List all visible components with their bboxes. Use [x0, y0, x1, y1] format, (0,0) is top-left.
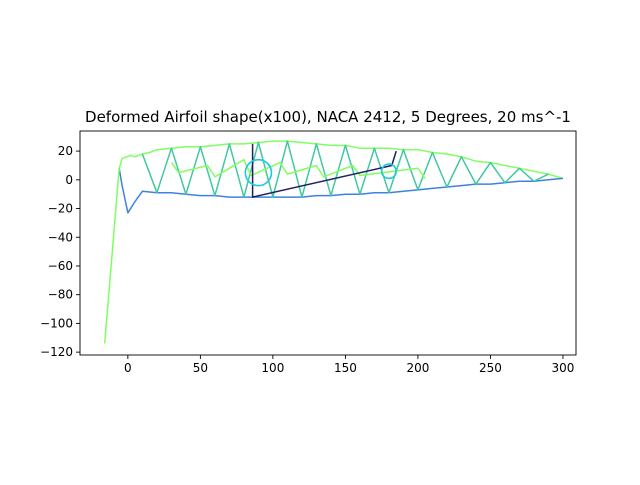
x-tick-label: 50 [193, 361, 208, 375]
plot-frame [79, 130, 577, 356]
y-tick-label: 20 [58, 144, 73, 158]
y-tick-label: −80 [48, 288, 73, 302]
x-tick-label: 0 [124, 361, 132, 375]
y-tick-label: −60 [48, 259, 73, 273]
series-layer [103, 140, 564, 344]
x-tick-label: 100 [261, 361, 284, 375]
series-line-6 [251, 143, 397, 198]
y-tick-label: −20 [48, 202, 73, 216]
x-axis: 0 50 100 150 200 250 300 [124, 355, 574, 375]
hole-circle-2 [380, 163, 397, 180]
y-axis: −120 −100 −80 −60 −40 −20 0 20 [40, 144, 80, 359]
chart-title: Deformed Airfoil shape(x100), NACA 2412,… [85, 108, 571, 126]
x-tick-label: 200 [406, 361, 429, 375]
x-tick-label: 250 [479, 361, 502, 375]
hole-circle-1 [244, 158, 273, 187]
y-tick-label: −120 [40, 345, 73, 359]
x-tick-label: 150 [334, 361, 357, 375]
x-tick-label: 300 [551, 361, 574, 375]
y-tick-label: −100 [40, 316, 73, 330]
series-line-2 [118, 168, 563, 214]
series-line-5 [170, 158, 426, 179]
series-line-3 [103, 168, 120, 344]
y-tick-label: 0 [65, 173, 73, 187]
y-tick-label: −40 [48, 230, 73, 244]
series-line-4 [141, 140, 549, 198]
